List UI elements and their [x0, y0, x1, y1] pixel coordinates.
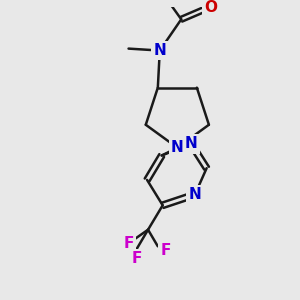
- Text: O: O: [204, 0, 217, 15]
- Text: F: F: [132, 251, 142, 266]
- Text: N: N: [171, 140, 184, 155]
- Text: F: F: [123, 236, 134, 251]
- Text: F: F: [160, 243, 171, 258]
- Text: N: N: [188, 187, 201, 202]
- Text: N: N: [184, 136, 197, 151]
- Text: N: N: [153, 43, 166, 58]
